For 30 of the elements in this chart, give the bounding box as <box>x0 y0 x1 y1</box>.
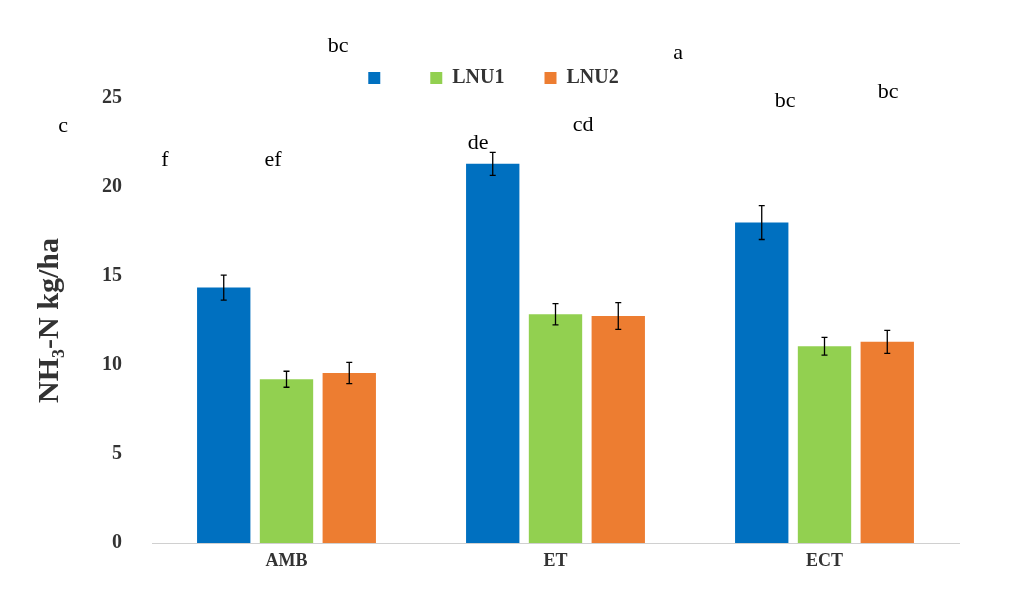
annotation: f <box>161 145 170 171</box>
bar <box>797 346 852 543</box>
bar <box>735 222 789 543</box>
text: a <box>673 38 684 64</box>
legend-label: LNU1 <box>452 65 505 88</box>
y-tick-label: 20 <box>102 174 122 197</box>
text: bc <box>327 31 349 57</box>
y-tick-label: 5 <box>112 441 122 464</box>
annotation: bc <box>774 86 796 112</box>
x-tick-label: AMB <box>265 550 308 571</box>
x-tick-label: ET <box>543 550 568 571</box>
annotation: cd <box>572 110 594 136</box>
y-tick-label: 15 <box>102 263 122 286</box>
annotation: bc <box>877 77 899 103</box>
annotation: ef <box>264 145 283 171</box>
annotation: de <box>467 128 489 154</box>
bar <box>466 163 520 543</box>
bar <box>322 373 376 543</box>
y-tick-label: 0 <box>112 530 122 553</box>
y-tick-label: 25 <box>102 85 122 108</box>
bar <box>197 287 251 543</box>
text: c <box>58 111 69 137</box>
bar <box>591 316 645 543</box>
bar <box>259 379 314 543</box>
legend-label: LNU2 <box>566 65 619 88</box>
bar <box>860 341 914 543</box>
y-tick-label: 10 <box>102 352 122 375</box>
bar <box>528 314 583 543</box>
y-axis-title: NH₃-N kg/ha <box>30 238 64 403</box>
x-tick-label: ECT <box>805 550 844 571</box>
